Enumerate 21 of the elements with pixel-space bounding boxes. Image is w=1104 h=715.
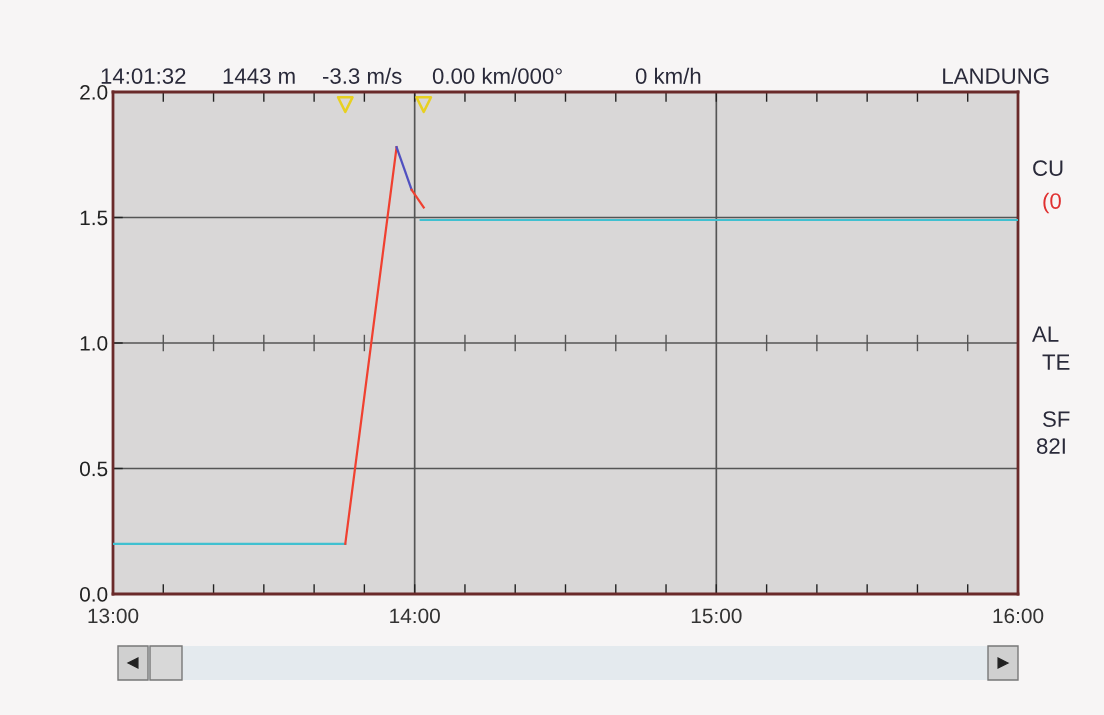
text: 14:01:32 [101, 68, 186, 84]
text: SF [1043, 411, 1070, 427]
y-tick-label: 2.0 [80, 85, 108, 100]
text: 1443 m [223, 68, 295, 84]
y-tick-label: 1.5 [80, 210, 108, 226]
y-tick-label: 1.0 [80, 336, 108, 351]
text: AL [1032, 326, 1059, 342]
x-tick-label: 13:00 [88, 608, 139, 624]
x-tick-label: 15:00 [691, 608, 742, 624]
text: -3.3 m/s [322, 67, 402, 84]
x-tick-label: 14:00 [390, 608, 440, 624]
y-tick-label: 0.5 [79, 461, 108, 477]
text: 0 km/h [635, 67, 701, 84]
text: LANDUNG [943, 68, 1049, 84]
text: CU [1033, 160, 1063, 176]
x-tick-label: 16:00 [993, 608, 1044, 624]
y-tick-label: 0.0 [79, 587, 108, 602]
text: 0.00 km/000° [432, 67, 562, 84]
text: (0 [1043, 192, 1061, 214]
text: 82I [1036, 438, 1065, 454]
text: TE [1042, 354, 1070, 370]
